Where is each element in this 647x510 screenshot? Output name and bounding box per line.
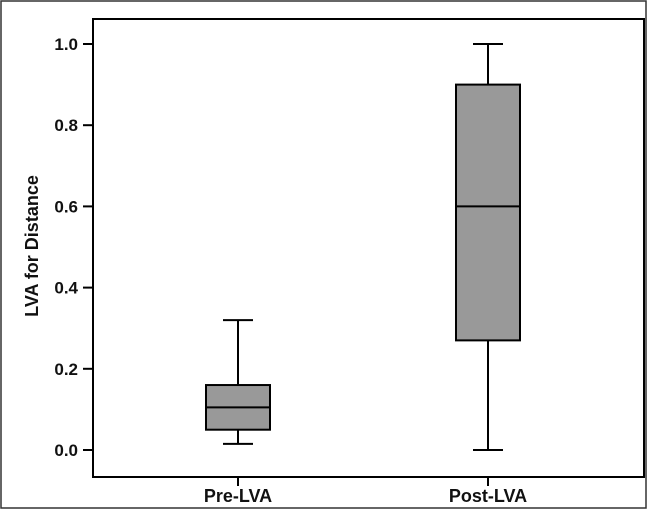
y-axis: 0.0 0.2 0.4 0.6 0.8 1.0 bbox=[54, 35, 93, 460]
y-axis-title: LVA for Distance bbox=[22, 175, 42, 317]
y-tick-label: 0.6 bbox=[54, 197, 78, 216]
y-tick-label: 0.0 bbox=[54, 441, 78, 460]
y-tick-label: 0.4 bbox=[54, 279, 78, 298]
x-axis: Pre-LVA Post-LVA bbox=[204, 477, 527, 506]
y-tick-label: 1.0 bbox=[54, 35, 78, 54]
iqr-box bbox=[455, 83, 521, 342]
boxes-layer bbox=[205, 43, 521, 451]
y-tick-label: 0.2 bbox=[54, 360, 78, 379]
plot-area-frame bbox=[92, 18, 645, 478]
x-category-label: Pre-LVA bbox=[204, 486, 272, 506]
x-category-label: Post-LVA bbox=[449, 486, 527, 506]
box-post-lva bbox=[455, 43, 521, 451]
y-tick-label: 0.8 bbox=[54, 116, 78, 135]
box-pre-lva bbox=[205, 319, 271, 445]
